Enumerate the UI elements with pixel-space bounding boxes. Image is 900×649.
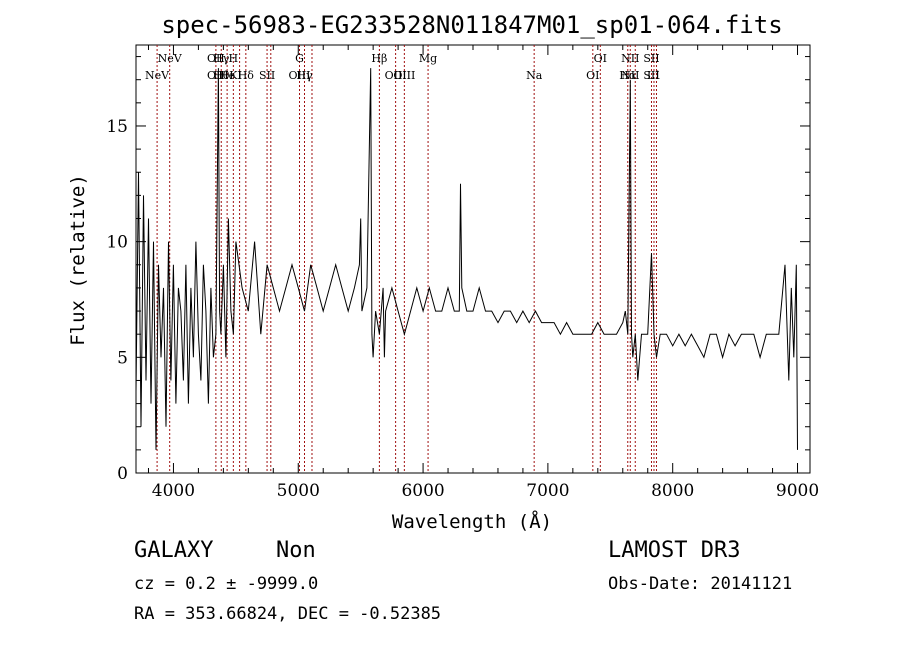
line-label-lower: K: [229, 69, 238, 82]
line-label-upper: Mg: [419, 52, 437, 65]
y-tick-label: 5: [117, 348, 128, 368]
object-subclass-label: Non: [276, 538, 316, 563]
line-label-upper: NeV: [158, 52, 183, 65]
line-label-upper: Hβ: [371, 52, 387, 65]
chart-title: spec-56983-EG233528N011847M01_sp01-064.f…: [161, 11, 782, 39]
line-label-lower: OIII: [393, 69, 415, 82]
x-tick-label: 8000: [651, 481, 694, 501]
x-tick-label: 9000: [776, 481, 819, 501]
line-label-upper: OI: [594, 52, 607, 65]
line-label-upper: H: [229, 52, 239, 65]
line-label-lower: I: [237, 69, 241, 82]
line-label-lower: Hα: [619, 69, 637, 82]
line-label-upper: G: [295, 52, 304, 65]
spectrum-series-line: [135, 68, 798, 450]
x-tick-label: 6000: [401, 481, 444, 501]
y-tick-label: 10: [106, 233, 128, 253]
y-tick-label: 0: [117, 464, 128, 484]
line-label-upper: NII: [621, 52, 639, 65]
line-label-lower: NII: [621, 69, 639, 82]
x-tick-label: 4000: [152, 481, 195, 501]
line-label-lower: OIII: [385, 69, 407, 82]
x-axis-ticks: 4000 5000 6000 7000 8000 9000: [147, 45, 819, 501]
spectral-line-markers: [156, 45, 657, 473]
x-tick-label: 7000: [526, 481, 569, 501]
plot-frame: [135, 44, 811, 474]
line-label-lower: OII: [207, 69, 225, 82]
y-axis-label: Flux (relative): [67, 174, 89, 346]
line-label-lower: He: [219, 69, 235, 82]
x-tick-label: 5000: [277, 481, 320, 501]
y-tick-label: 15: [106, 117, 128, 137]
line-label-lower: SII: [259, 69, 275, 82]
line-label-upper: Hγ: [213, 52, 230, 65]
survey-label: LAMOST DR3: [608, 538, 741, 563]
line-label-lower: NeV: [145, 69, 170, 82]
y-axis-ticks: 0 5 10 15: [106, 56, 810, 484]
line-label-lower: Hγ: [296, 69, 313, 82]
x-axis-label: Wavelength (Å): [392, 510, 552, 533]
line-label-lower: OI: [586, 69, 599, 82]
coordinates-text: RA = 353.66824, DEC = -0.52385: [134, 604, 442, 624]
obs-date-text: Obs-Date: 20141121: [608, 574, 793, 594]
line-label-lower: Na: [526, 69, 543, 82]
line-label-upper: OII: [207, 52, 225, 65]
line-label-lower: Hθ: [213, 69, 230, 82]
line-label-lower: Hδ: [238, 69, 255, 82]
line-label-upper: SII: [643, 52, 659, 65]
line-label-lower: OIII: [288, 69, 310, 82]
line-label-lower: SII: [643, 69, 659, 82]
redshift-text: cz = 0.2 ± -9999.0: [134, 574, 319, 594]
line-label-lower: L1: [647, 69, 661, 82]
object-class-label: GALAXY: [134, 538, 214, 563]
